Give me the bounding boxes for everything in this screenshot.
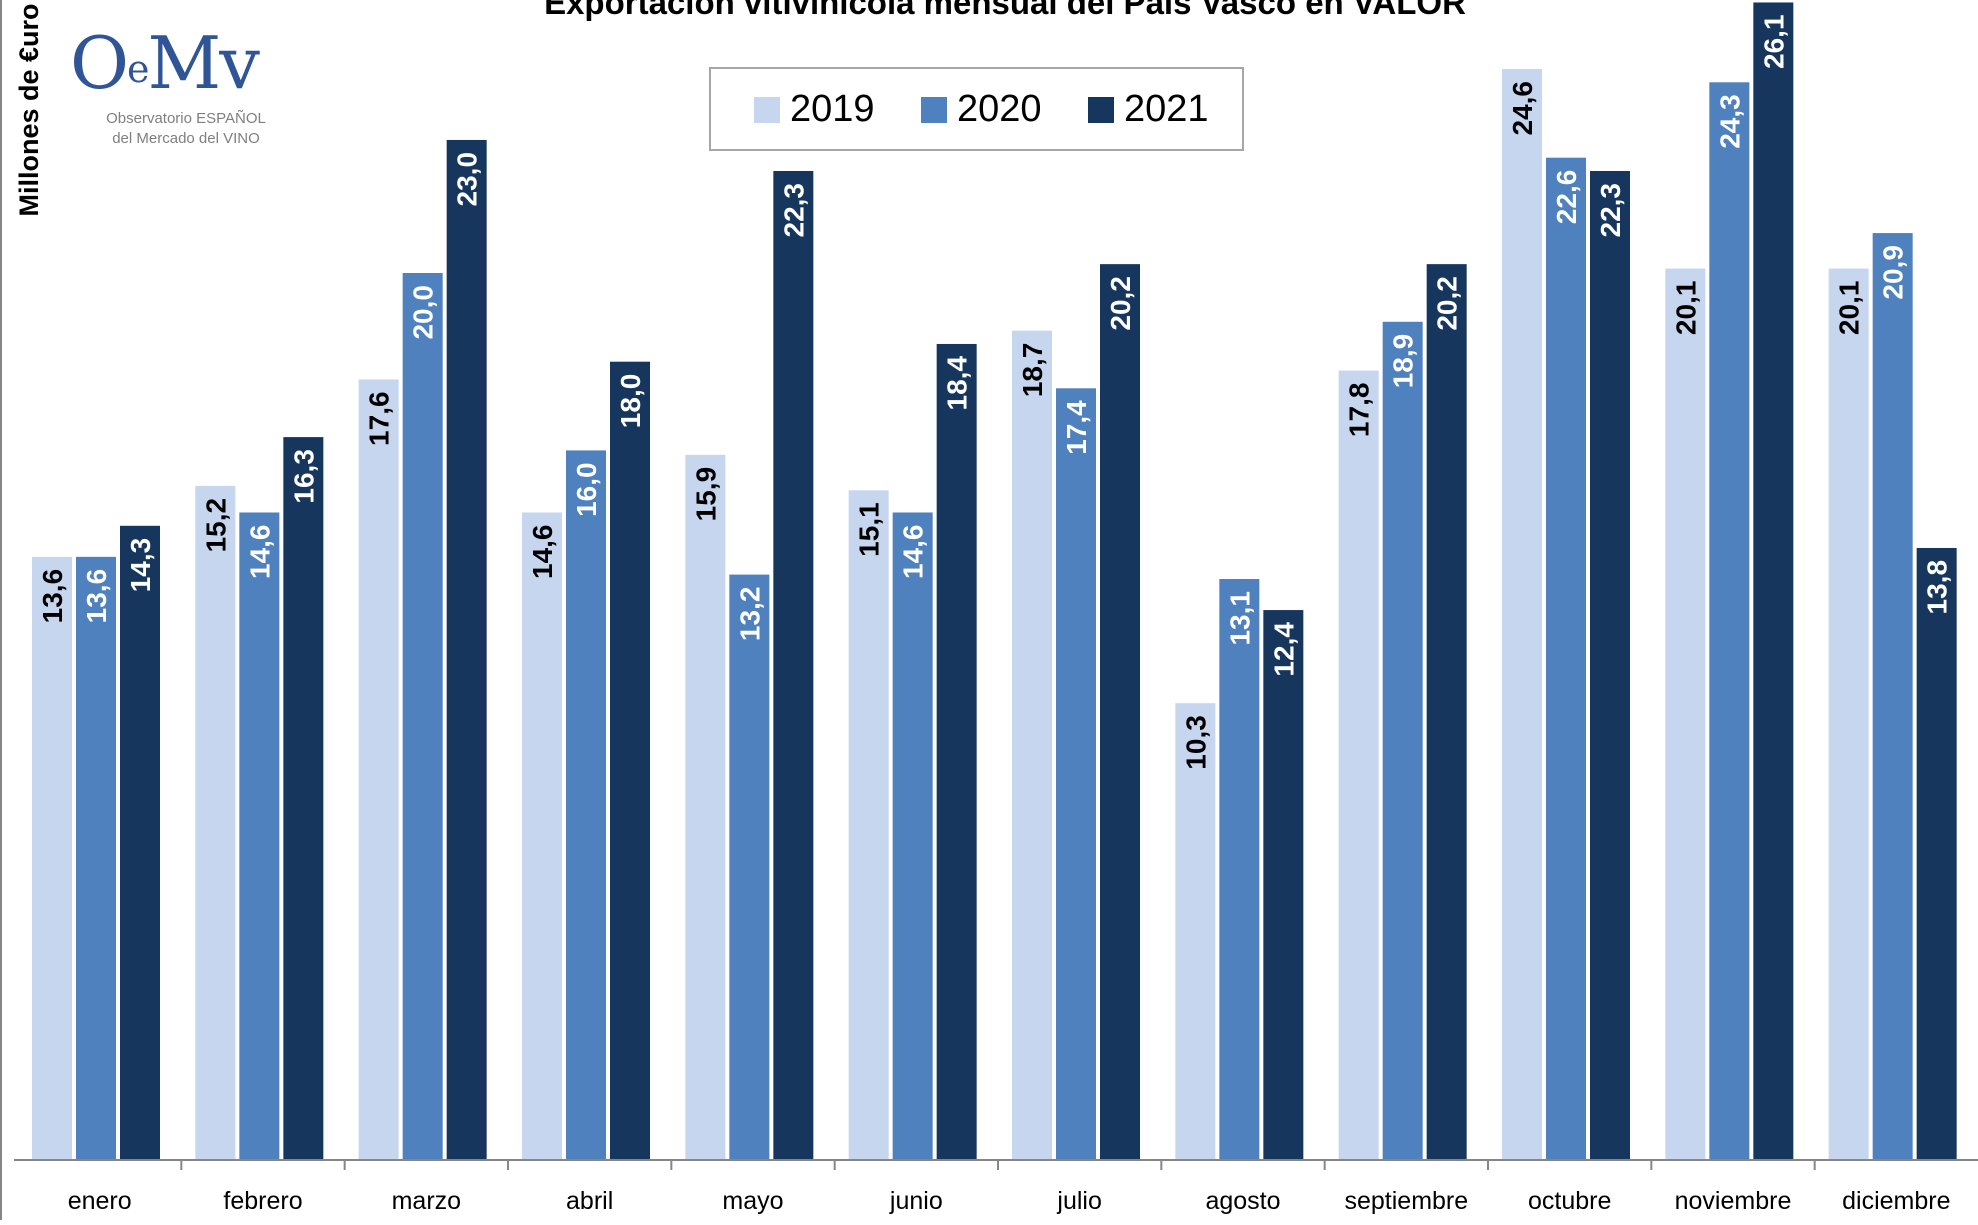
x-tick-label: febrero: [223, 1187, 302, 1215]
bar-2019-enero: [32, 556, 72, 1160]
bar-2020-enero: [76, 556, 116, 1160]
bar-2021-enero: [120, 525, 160, 1160]
data-label-2020-julio: 17,4: [1061, 400, 1092, 455]
x-tick-label: octubre: [1528, 1187, 1611, 1215]
bar-2019-junio: [848, 490, 889, 1160]
bar-2020-abril: [566, 450, 606, 1160]
y-axis-label: Millones de €uro: [14, 3, 44, 216]
data-label-2019-julio: 18,7: [1017, 343, 1048, 398]
x-tick-label: septiembre: [1344, 1187, 1468, 1215]
bar-2019-agosto: [1175, 703, 1216, 1160]
data-label-2020-marzo: 20,0: [408, 285, 439, 340]
data-label-2020-diciembre: 20,9: [1878, 245, 1909, 300]
data-label-2021-agosto: 12,4: [1268, 622, 1299, 677]
bar-2021-septiembre: [1426, 264, 1467, 1160]
logo-text-line2: del Mercado del VINO: [112, 130, 260, 147]
data-label-2020-mayo: 13,2: [734, 587, 765, 642]
bar-2021-febrero: [283, 437, 324, 1161]
x-tick-label: mayo: [722, 1187, 783, 1215]
x-tick-label: enero: [68, 1187, 132, 1215]
data-label-2019-septiembre: 17,8: [1344, 383, 1375, 438]
data-label-2019-diciembre: 20,1: [1834, 281, 1865, 336]
bar-2020-febrero: [239, 512, 280, 1160]
data-label-2020-febrero: 14,6: [244, 524, 275, 579]
legend-label-2020: 2020: [957, 88, 1042, 130]
data-label-2021-mayo: 22,3: [778, 183, 809, 238]
bar-2020-julio: [1056, 388, 1096, 1160]
data-label-2020-junio: 14,6: [898, 524, 929, 579]
data-label-2020-noviembre: 24,3: [1714, 94, 1745, 149]
legend-label-2021: 2021: [1124, 88, 1209, 130]
oemv-logo: OeMv Observatorio ESPAÑOL del Mercado de…: [70, 18, 290, 148]
logo-text-line1: Observatorio ESPAÑOL: [106, 110, 266, 127]
data-label-2021-abril: 18,0: [615, 374, 646, 429]
x-tick-label: diciembre: [1842, 1187, 1950, 1215]
data-label-2021-diciembre: 13,8: [1922, 560, 1953, 615]
data-label-2020-agosto: 13,1: [1224, 591, 1255, 646]
bar-2019-noviembre: [1665, 268, 1706, 1160]
x-tick-label: junio: [889, 1187, 943, 1215]
data-label-2021-septiembre: 20,2: [1432, 276, 1463, 331]
legend-swatch-2020: [921, 97, 947, 123]
bar-2020-mayo: [729, 574, 770, 1160]
bar-2020-marzo: [402, 273, 443, 1160]
legend-swatch-2021: [1088, 97, 1114, 123]
data-label-2019-octubre: 24,6: [1507, 81, 1538, 135]
x-tick-label: noviembre: [1675, 1187, 1792, 1215]
bar-2020-junio: [892, 512, 933, 1160]
bar-2020-septiembre: [1382, 321, 1423, 1160]
x-tick-label: abril: [566, 1187, 613, 1215]
data-label-2019-marzo: 17,6: [364, 391, 395, 446]
bar-2019-octubre: [1502, 68, 1542, 1161]
bar-2019-febrero: [195, 485, 236, 1160]
logo-mark: OeMv: [70, 21, 260, 105]
data-label-2019-febrero: 15,2: [200, 498, 231, 553]
data-label-2021-noviembre: 26,1: [1758, 14, 1789, 68]
data-label-2020-enero: 13,6: [81, 569, 112, 624]
data-label-2020-octubre: 22,6: [1551, 170, 1582, 225]
bar-2021-junio: [936, 343, 977, 1161]
legend-label-2019: 2019: [790, 88, 875, 130]
legend-swatch-2019: [754, 97, 780, 123]
data-label-2020-abril: 16,0: [571, 462, 602, 517]
bar-2021-mayo: [773, 170, 814, 1160]
x-tick-label: julio: [1056, 1187, 1101, 1215]
data-label-2021-julio: 20,2: [1105, 276, 1136, 331]
bar-2019-septiembre: [1338, 370, 1379, 1160]
bar-2019-diciembre: [1828, 268, 1869, 1160]
bar-2020-agosto: [1219, 579, 1260, 1160]
bar-2019-mayo: [685, 454, 726, 1161]
bar-2019-julio: [1012, 330, 1052, 1160]
data-label-2021-marzo: 23,0: [452, 152, 483, 207]
chart-title: Exportación vitivinícola mensual del Paí…: [544, 0, 1466, 21]
data-label-2021-enero: 14,3: [125, 538, 156, 593]
bar-2021-marzo: [446, 139, 487, 1160]
data-label-2019-mayo: 15,9: [690, 467, 721, 521]
legend-box: [709, 67, 1244, 151]
bar-2021-noviembre: [1753, 2, 1794, 1161]
data-label-2021-febrero: 16,3: [288, 449, 319, 504]
bar-2021-julio: [1100, 264, 1140, 1160]
bar-2021-octubre: [1590, 170, 1630, 1160]
bar-2020-diciembre: [1872, 233, 1913, 1160]
data-label-2021-octubre: 22,3: [1595, 183, 1626, 238]
data-label-2019-enero: 13,6: [37, 569, 68, 624]
bar-2021-agosto: [1263, 610, 1304, 1160]
data-label-2019-noviembre: 20,1: [1670, 281, 1701, 336]
data-label-2020-septiembre: 18,9: [1388, 334, 1419, 389]
data-label-2019-agosto: 10,3: [1180, 715, 1211, 770]
x-tick-label: marzo: [392, 1187, 461, 1215]
data-label-2019-junio: 15,1: [854, 502, 885, 557]
bar-2021-diciembre: [1916, 547, 1957, 1160]
x-tick-label: agosto: [1205, 1187, 1280, 1215]
bar-2019-abril: [522, 512, 562, 1160]
bar-2019-marzo: [358, 379, 399, 1160]
data-label-2019-abril: 14,6: [527, 524, 558, 579]
bar-2021-abril: [610, 361, 650, 1160]
data-label-2021-junio: 18,4: [942, 356, 973, 411]
bar-2020-octubre: [1546, 157, 1586, 1160]
bar-2020-noviembre: [1709, 82, 1750, 1160]
